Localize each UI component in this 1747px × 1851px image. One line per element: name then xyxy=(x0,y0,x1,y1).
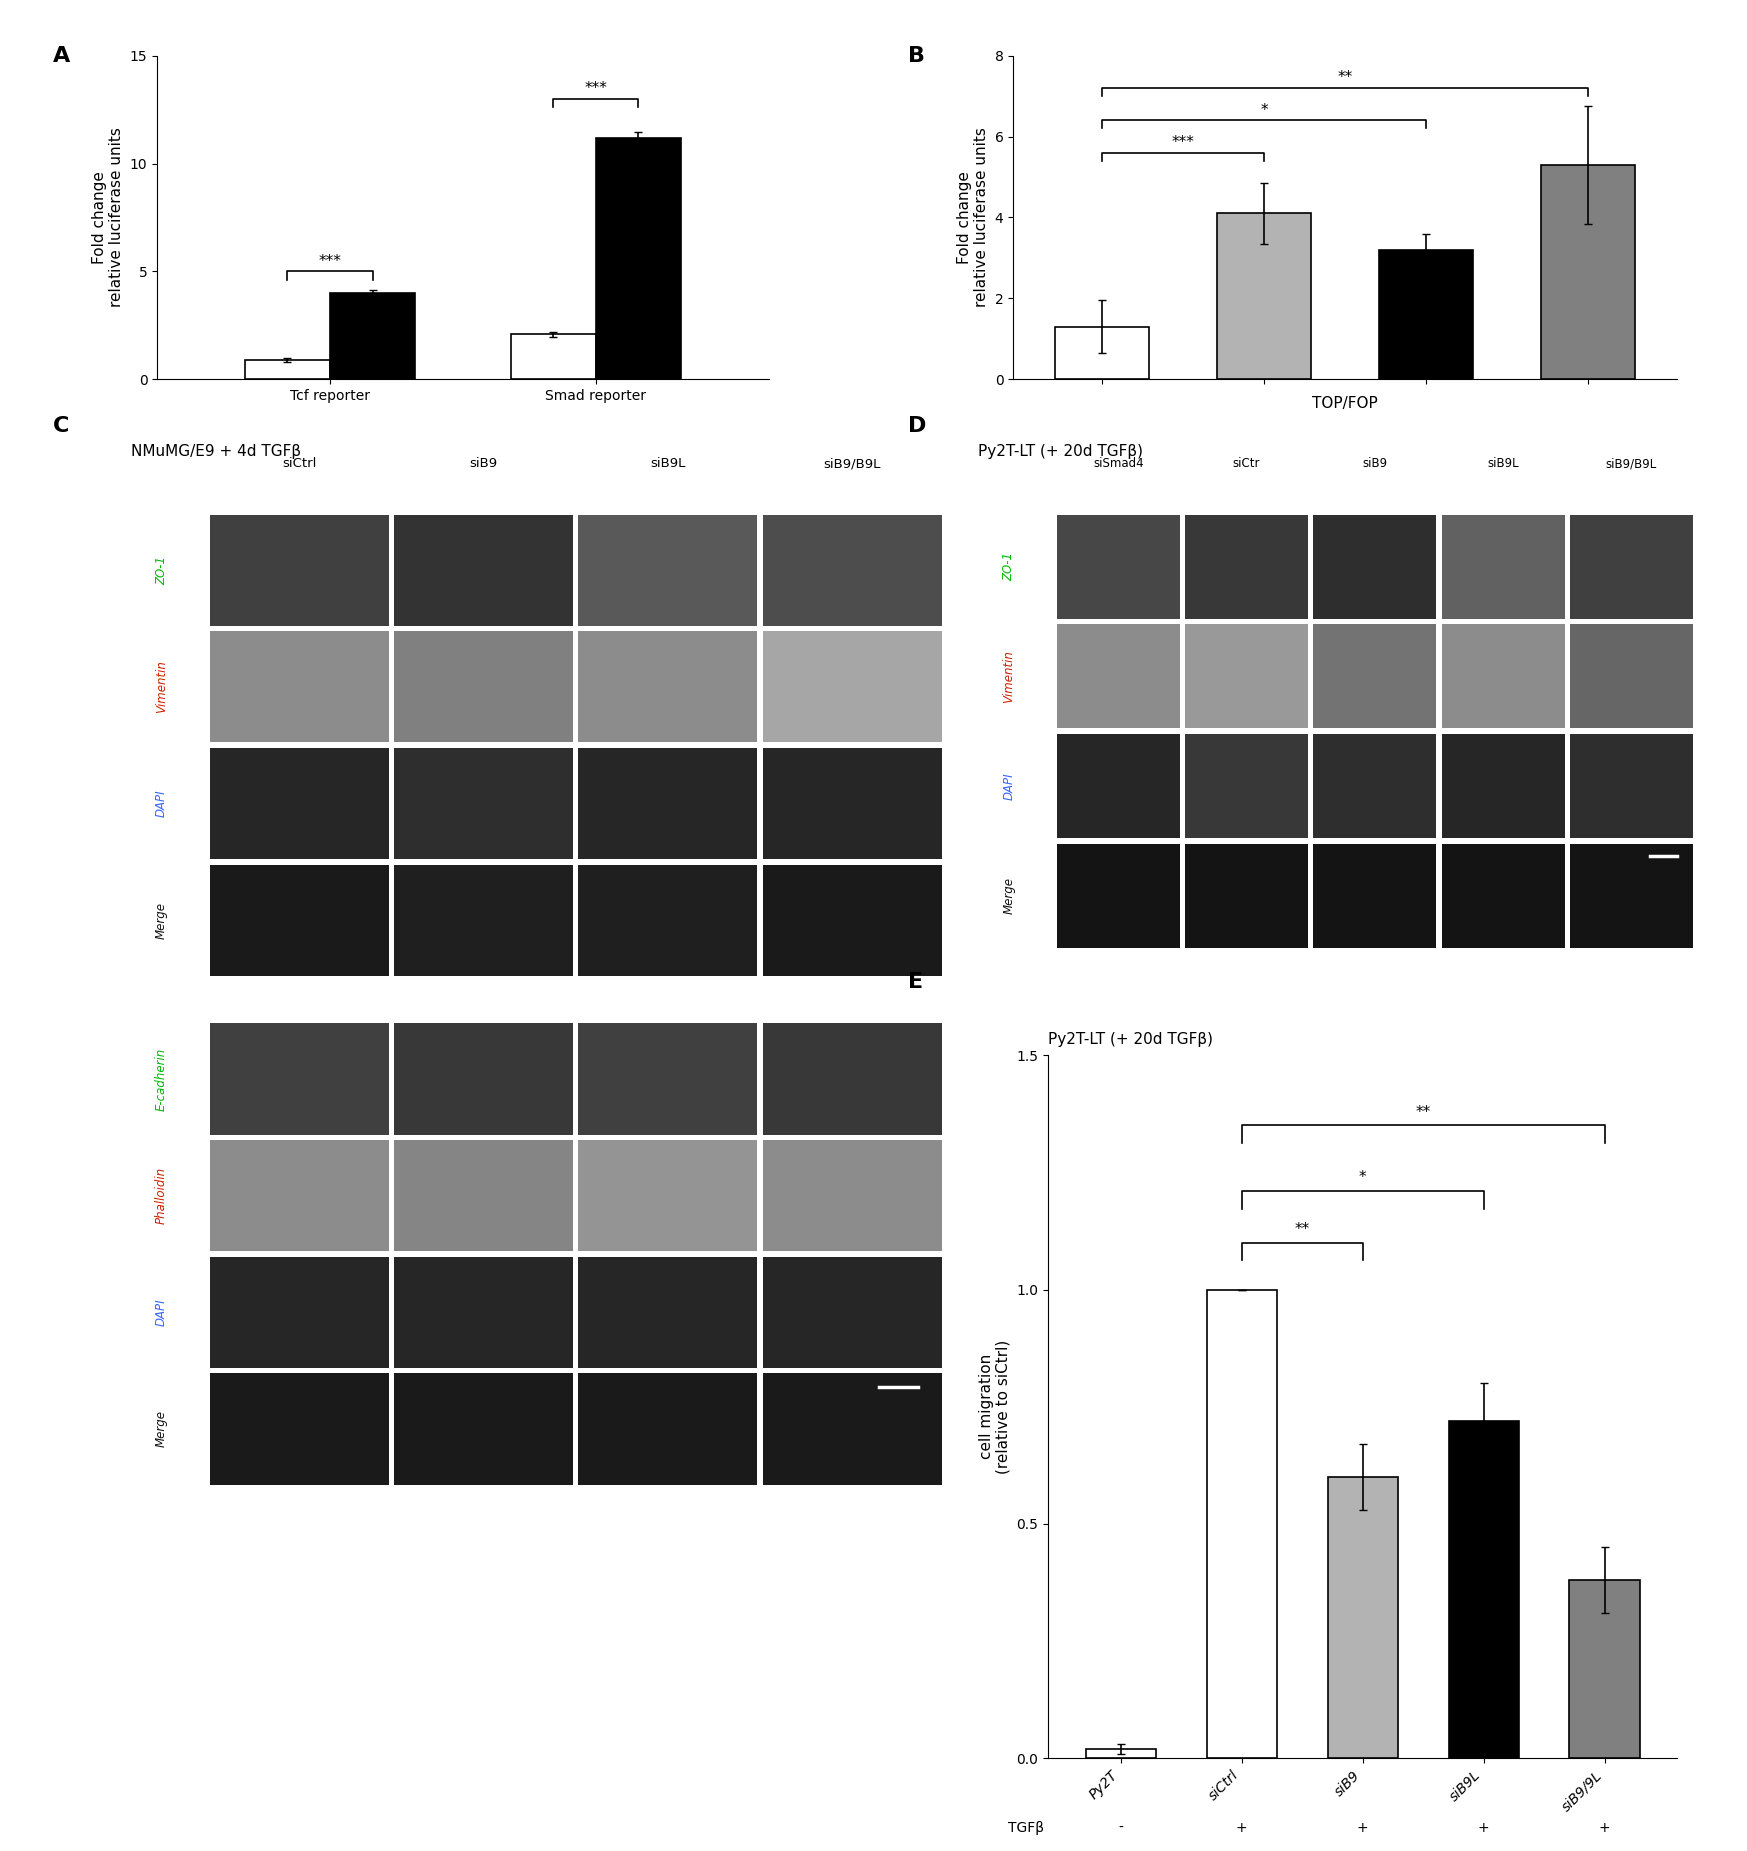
Bar xyxy=(1569,1581,1640,1758)
Text: Py2T-LT (+ 20d TGFβ): Py2T-LT (+ 20d TGFβ) xyxy=(978,444,1143,459)
Text: Py2T-LT (+ 20d TGFβ): Py2T-LT (+ 20d TGFβ) xyxy=(1048,1033,1212,1048)
Text: +: + xyxy=(1235,1821,1247,1834)
Text: Phalloidin: Phalloidin xyxy=(155,1168,168,1224)
Text: siCtr: siCtr xyxy=(1233,457,1260,470)
Text: siCtrl: siCtrl xyxy=(281,457,316,470)
Text: Merge: Merge xyxy=(1003,877,1015,914)
Text: siB9/B9L: siB9/B9L xyxy=(1605,457,1656,470)
Y-axis label: Fold change
relative luciferase units: Fold change relative luciferase units xyxy=(93,128,124,307)
Bar xyxy=(596,137,681,379)
Text: C: C xyxy=(52,416,68,437)
Text: B: B xyxy=(908,46,926,67)
Text: siSmad4: siSmad4 xyxy=(1094,457,1144,470)
Text: **: ** xyxy=(1415,1105,1431,1120)
Text: +: + xyxy=(1357,1821,1368,1834)
Text: D: D xyxy=(908,416,928,437)
Text: siB9/B9L: siB9/B9L xyxy=(823,457,880,470)
Text: A: A xyxy=(52,46,70,67)
Text: -: - xyxy=(1118,1821,1123,1834)
Text: E: E xyxy=(908,972,924,992)
Bar xyxy=(1055,328,1150,379)
Bar xyxy=(1085,1749,1157,1758)
Text: +: + xyxy=(1599,1821,1611,1834)
Text: ***: *** xyxy=(1172,135,1195,150)
Text: **: ** xyxy=(1338,70,1352,85)
Text: *: * xyxy=(1359,1170,1366,1185)
Bar xyxy=(1207,1290,1277,1758)
Text: siB9L: siB9L xyxy=(650,457,685,470)
Bar xyxy=(330,292,416,379)
Text: ***: *** xyxy=(585,81,608,96)
Bar xyxy=(1378,250,1473,379)
Bar xyxy=(510,333,596,379)
Text: siB9L: siB9L xyxy=(1487,457,1518,470)
Text: siB9: siB9 xyxy=(470,457,498,470)
Bar xyxy=(1541,165,1635,379)
Y-axis label: cell migration
(relative to siCtrl): cell migration (relative to siCtrl) xyxy=(978,1340,1012,1473)
Text: Merge: Merge xyxy=(155,1410,168,1447)
Text: DAPI: DAPI xyxy=(155,790,168,818)
Text: Merge: Merge xyxy=(155,901,168,938)
Bar xyxy=(1328,1477,1398,1758)
Text: *: * xyxy=(1260,102,1268,118)
Text: DAPI: DAPI xyxy=(155,1299,168,1325)
Y-axis label: Fold change
relative luciferase units: Fold change relative luciferase units xyxy=(957,128,989,307)
X-axis label: TOP/FOP: TOP/FOP xyxy=(1312,396,1378,411)
Text: ZO-1: ZO-1 xyxy=(155,555,168,585)
Text: TGFβ: TGFβ xyxy=(1008,1821,1045,1834)
Bar xyxy=(1218,213,1312,379)
Text: Vimentin: Vimentin xyxy=(155,661,168,713)
Bar xyxy=(245,359,330,379)
Text: E-cadherin: E-cadherin xyxy=(155,1048,168,1111)
Text: DAPI: DAPI xyxy=(1003,772,1015,800)
Text: Vimentin: Vimentin xyxy=(1003,650,1015,703)
Text: +: + xyxy=(1478,1821,1490,1834)
Text: **: ** xyxy=(1295,1222,1310,1236)
Bar xyxy=(1448,1422,1518,1758)
Text: ZO-1: ZO-1 xyxy=(1003,552,1015,581)
Text: siB9: siB9 xyxy=(1363,457,1387,470)
Text: NMuMG/E9 + 4d TGFβ: NMuMG/E9 + 4d TGFβ xyxy=(131,444,300,459)
Text: ***: *** xyxy=(318,254,341,268)
